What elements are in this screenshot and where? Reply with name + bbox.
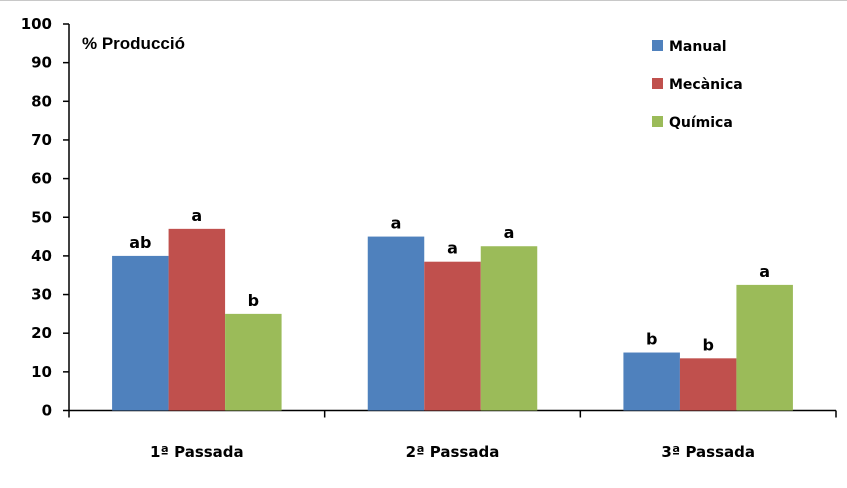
y-tick-label: 50 bbox=[31, 208, 52, 226]
y-tick-label: 0 bbox=[42, 402, 52, 420]
y-tick-label: 80 bbox=[31, 92, 52, 110]
legend: Manual Mecànica Química bbox=[652, 39, 743, 131]
bar bbox=[112, 255, 169, 411]
bar bbox=[736, 284, 793, 411]
significance-label: a bbox=[391, 214, 402, 233]
legend-swatch bbox=[652, 40, 663, 51]
significance-label: b bbox=[248, 291, 259, 310]
significance-label: b bbox=[646, 330, 657, 349]
y-tick-label: 90 bbox=[31, 54, 52, 72]
y-tick-label: 70 bbox=[31, 131, 52, 149]
y-tick-label: 30 bbox=[31, 286, 52, 304]
legend-label: Mecànica bbox=[669, 77, 743, 93]
y-tick-label: 40 bbox=[31, 247, 52, 265]
x-tick-label: 1ª Passada bbox=[150, 443, 244, 461]
bar bbox=[424, 261, 481, 411]
bar bbox=[623, 352, 680, 411]
y-tick-label: 20 bbox=[31, 324, 52, 342]
significance-label: a bbox=[191, 206, 202, 225]
bar bbox=[225, 313, 282, 411]
y-tick-label: 100 bbox=[21, 15, 52, 33]
significance-label: a bbox=[759, 262, 770, 281]
legend-label: Manual bbox=[669, 39, 727, 55]
legend-swatch bbox=[652, 116, 663, 127]
chart-title: % Producció bbox=[82, 34, 185, 53]
bar bbox=[168, 228, 226, 411]
significance-label: a bbox=[504, 223, 515, 242]
x-tick-label: 2ª Passada bbox=[406, 443, 500, 461]
bar bbox=[679, 358, 737, 411]
y-tick-label: 10 bbox=[31, 363, 52, 381]
bar bbox=[480, 246, 538, 411]
legend-swatch bbox=[652, 78, 663, 89]
y-tick-label: 60 bbox=[31, 170, 52, 188]
significance-label: b bbox=[702, 335, 713, 354]
bars-group bbox=[112, 228, 793, 411]
significance-label: a bbox=[447, 239, 458, 258]
legend-label: Química bbox=[669, 115, 733, 131]
significance-label: ab bbox=[129, 233, 151, 252]
bar bbox=[367, 236, 425, 411]
x-tick-label: 3ª Passada bbox=[661, 443, 755, 461]
